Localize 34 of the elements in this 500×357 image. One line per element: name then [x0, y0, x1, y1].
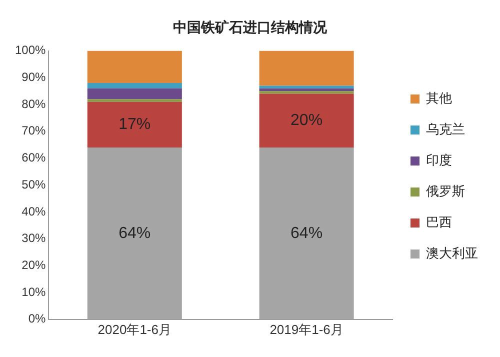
bar	[259, 86, 354, 88]
data-label: 64%	[118, 224, 151, 242]
legend-label: 印度	[426, 152, 452, 168]
legend-label: 其他	[426, 91, 452, 106]
chart-title: 中国铁矿石进口结构情况	[173, 19, 328, 36]
y-tick-label: 60%	[22, 150, 46, 165]
data-label: 17%	[118, 116, 151, 134]
y-tick-label: 40%	[22, 204, 46, 218]
y-tick-label: 10%	[22, 284, 46, 299]
bar	[259, 88, 354, 92]
y-tick-label: 30%	[22, 231, 46, 246]
data-label: 20%	[290, 112, 323, 130]
bar	[87, 88, 182, 100]
legend-label: 巴西	[426, 215, 452, 230]
bar	[87, 50, 182, 84]
y-tick-label: 0%	[28, 312, 46, 326]
x-tick-label: 2019年1-6月	[270, 322, 344, 337]
legend-label: 乌克兰	[426, 122, 465, 138]
legend-label: 澳大利亚	[426, 246, 478, 262]
bar	[259, 91, 354, 94]
y-tick-label: 70%	[22, 124, 46, 138]
y-tick-label: 100%	[14, 43, 46, 58]
bar	[259, 50, 354, 86]
bar	[87, 83, 182, 88]
x-tick-label: 2020年1-6月	[98, 322, 172, 337]
y-tick-label: 50%	[22, 177, 46, 192]
y-tick-label: 20%	[22, 258, 46, 272]
legend-label: 俄罗斯	[426, 184, 465, 200]
bar	[87, 102, 182, 148]
y-tick-label: 90%	[22, 70, 46, 84]
bar	[87, 99, 182, 102]
bar	[259, 94, 354, 148]
data-label: 64%	[290, 224, 323, 242]
y-tick-label: 80%	[22, 96, 46, 111]
